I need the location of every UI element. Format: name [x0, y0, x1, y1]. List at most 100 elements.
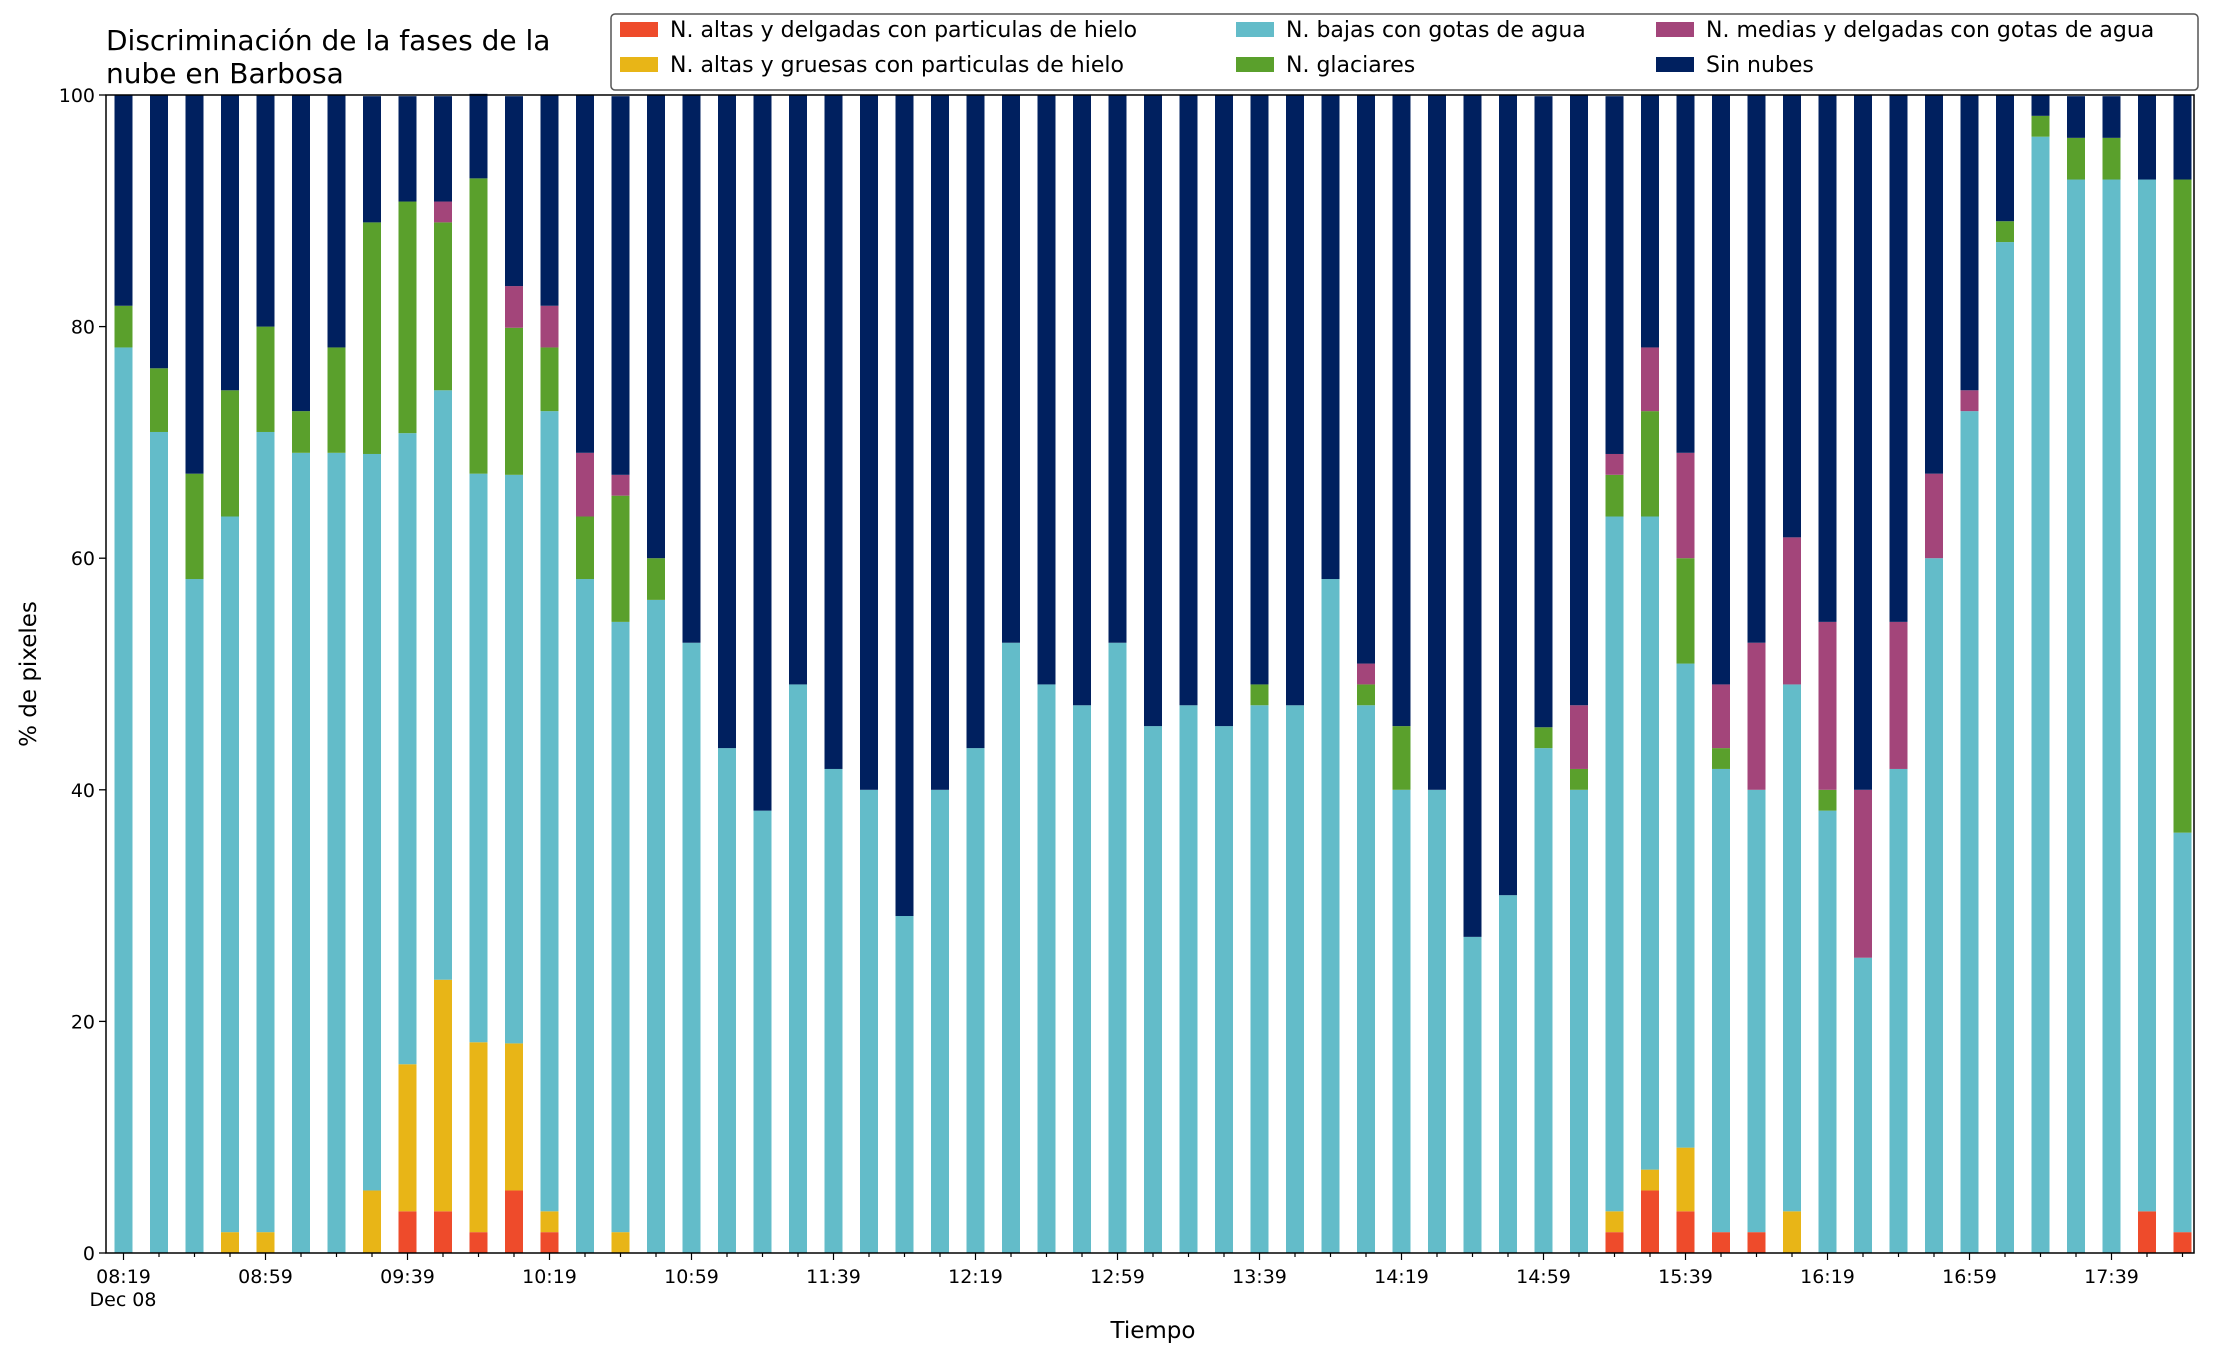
bar-segment-s4-48 [1818, 621, 1837, 790]
bar-segment-s2-7 [363, 453, 381, 1191]
bar-segment-s2-14 [611, 621, 630, 1233]
bar-segment-s3-53 [1996, 221, 2014, 243]
bar-segment-s3-43 [1641, 411, 1659, 517]
bar-segment-s4-14 [611, 474, 630, 496]
bar-segment-s5-49 [1854, 95, 1872, 790]
x-tick-label-8: 13:39 [1232, 1266, 1287, 1288]
bar-segment-s5-29 [1144, 95, 1162, 727]
bar-segment-s3-45 [1712, 748, 1730, 769]
bar-segment-s5-50 [1889, 95, 1908, 622]
legend-swatch-4 [1656, 22, 1694, 37]
bar-segment-s2-46 [1747, 789, 1766, 1233]
bar-segment-s2-38 [1463, 936, 1482, 1253]
bars-group [114, 93, 2192, 1254]
bar-segment-s2-27 [1073, 705, 1091, 1253]
bar-segment-s5-30 [1179, 95, 1198, 706]
x-tick-label-6: 12:19 [948, 1266, 1003, 1288]
bar-segment-s3-40 [1534, 727, 1553, 749]
bar-segment-s5-42 [1605, 96, 1624, 454]
bar-segment-s0-45 [1712, 1232, 1730, 1253]
legend-label-0: N. altas y delgadas con particulas de hi… [670, 18, 1137, 43]
bar-segment-s3-9 [434, 222, 452, 391]
bar-segment-s2-48 [1818, 810, 1837, 1253]
bar-segment-s0-11 [505, 1190, 523, 1253]
x-axis-label: Tiempo [1110, 1318, 1196, 1344]
bar-segment-s5-20 [824, 95, 843, 769]
bar-segment-s2-31 [1215, 726, 1233, 1253]
bar-segment-s2-21 [860, 789, 878, 1253]
bar-segment-s2-55 [2067, 179, 2085, 1253]
bar-segment-s5-22 [895, 95, 914, 917]
bar-segment-s2-32 [1250, 705, 1269, 1253]
x-tick-label-9: 14:19 [1374, 1266, 1429, 1288]
bar-segment-s3-36 [1392, 726, 1411, 790]
bar-segment-s0-46 [1747, 1232, 1766, 1253]
bar-segment-s5-27 [1073, 95, 1091, 706]
bar-segment-s5-40 [1534, 96, 1553, 728]
bar-segment-s1-47 [1783, 1211, 1801, 1253]
bar-segment-s3-0 [114, 305, 133, 348]
chart-title-line-2: nube en Barbosa [106, 57, 344, 90]
bar-segment-s3-42 [1605, 474, 1624, 517]
bar-segment-s5-1 [150, 95, 168, 369]
bar-segment-s5-41 [1570, 95, 1588, 706]
bar-segment-s2-1 [150, 431, 168, 1254]
bar-segment-s3-3 [221, 390, 239, 517]
bar-segment-s3-13 [576, 516, 594, 580]
bar-segment-s3-4 [256, 326, 275, 432]
bar-segment-s2-19 [789, 684, 807, 1253]
legend-label-3: N. glaciares [1286, 53, 1415, 78]
bar-segment-s3-44 [1676, 558, 1695, 664]
bar-segment-s2-50 [1889, 768, 1908, 1253]
bar-segment-s4-49 [1854, 789, 1872, 958]
bar-segment-s4-13 [576, 452, 594, 517]
bar-segment-s3-8 [398, 201, 417, 434]
y-tick-label-3: 60 [71, 548, 95, 570]
bar-segment-s3-54 [2031, 115, 2050, 137]
bar-segment-s5-7 [363, 96, 381, 223]
bar-segment-s3-10 [469, 178, 488, 474]
bar-segment-s5-56 [2102, 96, 2121, 138]
chart-title-line-1: Discriminación de la fases de la [106, 24, 550, 57]
bar-segment-s3-14 [611, 495, 630, 622]
bar-segment-s2-30 [1179, 705, 1198, 1253]
bar-segment-s5-15 [647, 95, 665, 559]
bar-segment-s2-10 [469, 473, 488, 1043]
bar-segment-s2-52 [1960, 411, 1979, 1253]
x-tick-label-4: 10:59 [664, 1266, 719, 1288]
bar-segment-s2-54 [2031, 136, 2050, 1254]
bar-segment-s2-12 [540, 411, 559, 1212]
bar-segment-s4-51 [1925, 473, 1943, 559]
x-tick-label-2: 09:39 [380, 1266, 435, 1288]
bar-segment-s3-48 [1818, 789, 1837, 811]
bar-segment-s4-11 [505, 286, 523, 328]
bar-segment-s2-35 [1357, 705, 1375, 1253]
bar-segment-s0-8 [398, 1211, 417, 1253]
bar-segment-s5-55 [2067, 96, 2085, 138]
bar-segment-s2-43 [1641, 516, 1659, 1170]
bar-segment-s2-22 [895, 916, 914, 1253]
x-tick-label-0: 08:19 [96, 1266, 151, 1288]
bar-segment-s2-20 [824, 768, 843, 1253]
x-tick-label-7: 12:59 [1090, 1266, 1145, 1288]
bar-segment-s5-33 [1286, 95, 1304, 706]
bar-segment-s2-49 [1854, 957, 1872, 1253]
bar-segment-s4-47 [1783, 537, 1801, 685]
bar-segment-s5-53 [1996, 95, 2014, 222]
bar-segment-s5-17 [718, 95, 736, 749]
bar-segment-s4-44 [1676, 452, 1695, 559]
bar-segment-s5-3 [221, 95, 239, 391]
bar-segment-s2-33 [1286, 705, 1304, 1253]
bar-segment-s2-37 [1428, 789, 1446, 1253]
legend-swatch-5 [1656, 57, 1694, 72]
bar-segment-s1-14 [611, 1232, 630, 1253]
bar-segment-s5-0 [114, 95, 133, 306]
bar-segment-s2-40 [1534, 748, 1553, 1253]
bar-segment-s2-5 [292, 452, 310, 1253]
y-tick-label-2: 40 [71, 780, 95, 802]
y-tick-label-4: 80 [71, 317, 95, 339]
bar-segment-s5-24 [966, 95, 985, 749]
bar-segment-s5-52 [1960, 95, 1979, 391]
bar-segment-s1-43 [1641, 1169, 1659, 1191]
